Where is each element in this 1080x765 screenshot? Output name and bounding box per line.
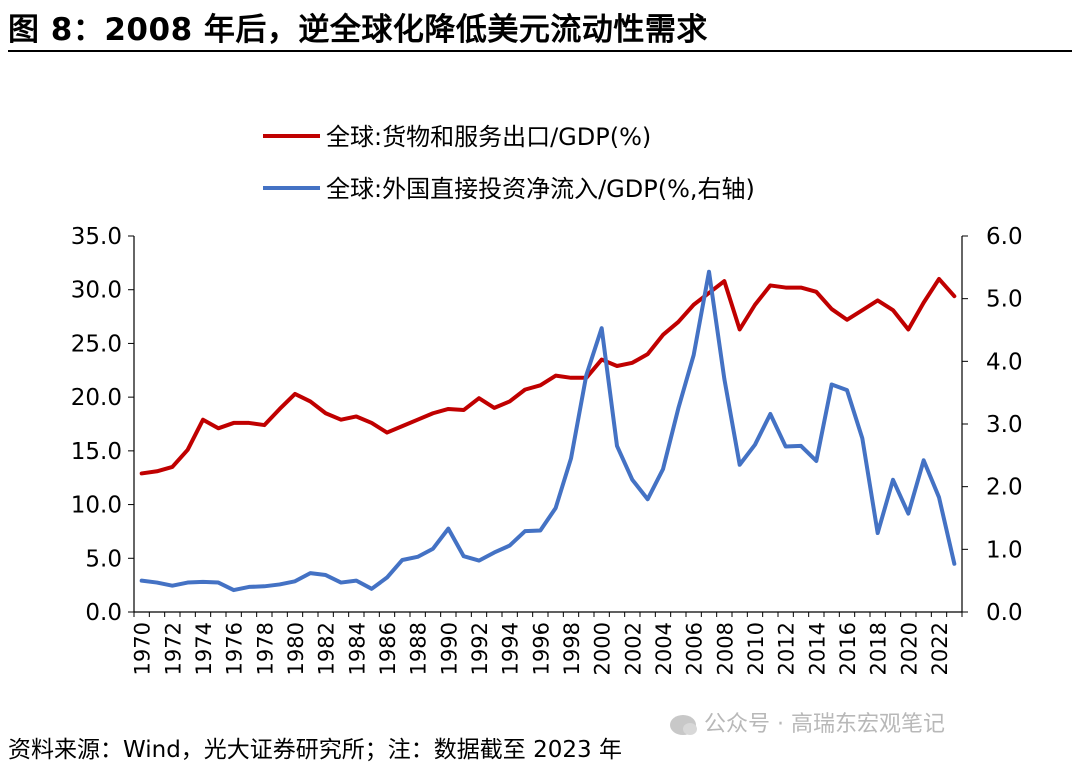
x-tick-label: 2020	[897, 622, 921, 675]
x-tick-label: 1970	[131, 622, 155, 675]
x-tick-label: 1996	[529, 622, 553, 675]
x-tick-label: 2006	[683, 622, 707, 675]
right-y-tick-label: 0.0	[986, 600, 1023, 626]
wechat-icon	[670, 715, 697, 735]
x-tick-label: 1974	[192, 622, 216, 675]
x-tick-label: 1972	[161, 622, 185, 675]
x-tick-label: 1982	[315, 622, 339, 675]
x-tick-label: 2000	[591, 622, 615, 675]
x-tick-label: 1978	[253, 622, 277, 675]
x-tick-label: 2016	[836, 622, 860, 675]
left-y-tick-label: 35.0	[71, 224, 122, 250]
x-tick-label: 2004	[652, 622, 676, 675]
right-y-tick-label: 4.0	[986, 349, 1023, 375]
left-y-tick-label: 10.0	[71, 493, 122, 519]
legend-label: 全球:货物和服务出口/GDP(%)	[326, 123, 651, 151]
title-divider	[8, 50, 1072, 52]
x-tick-label: 1986	[376, 622, 400, 675]
left-y-tick-label: 30.0	[71, 278, 122, 304]
x-tick-label: 1980	[284, 622, 308, 675]
x-tick-label: 1994	[499, 622, 523, 675]
left-y-tick-label: 20.0	[71, 385, 122, 411]
left-y-tick-label: 25.0	[71, 331, 122, 357]
watermark-text: 公众号 · 高瑞东宏观笔记	[704, 712, 945, 737]
right-y-tick-label: 2.0	[986, 475, 1023, 501]
x-tick-label: 2008	[713, 622, 737, 675]
fdi-gdp-series-line	[139, 269, 957, 593]
x-tick-label: 1976	[223, 622, 247, 675]
watermark: 公众号 · 高瑞东宏观笔记	[670, 706, 945, 738]
export-gdp-series-line	[139, 276, 957, 476]
left-y-tick-label: 0.0	[85, 600, 122, 626]
x-tick-label: 2002	[621, 622, 645, 675]
x-tick-label: 1998	[560, 622, 584, 675]
source-note: 资料来源：Wind，光大证券研究所；注：数据截至 2023 年	[8, 737, 622, 763]
x-tick-label: 2022	[928, 622, 952, 675]
x-tick-label: 2012	[775, 622, 799, 675]
x-tick-label: 2018	[867, 622, 891, 675]
x-tick-label: 1988	[407, 622, 431, 675]
x-tick-label: 1990	[437, 622, 461, 675]
x-tick-label: 2010	[744, 622, 768, 675]
left-y-tick-label: 15.0	[71, 439, 122, 465]
left-y-tick-label: 5.0	[85, 546, 122, 572]
right-y-tick-label: 1.0	[986, 537, 1023, 563]
line-chart: 0.0 5.0 10.0 15.0 20.0 25.0 30.0 35.0 0.0 1.0 2.0 3…	[71, 123, 1023, 675]
legend-label: 全球:外国直接投资净流入/GDP(%,右轴)	[326, 175, 755, 203]
figure-title: 图 8：2008 年后，逆全球化降低美元流动性需求	[8, 12, 708, 48]
right-y-tick-label: 3.0	[986, 412, 1023, 438]
x-tick-label: 1992	[468, 622, 492, 675]
x-tick-label: 1984	[345, 622, 369, 675]
right-y-tick-label: 6.0	[986, 224, 1023, 250]
x-tick-label: 2014	[805, 622, 829, 675]
right-y-tick-label: 5.0	[986, 287, 1023, 313]
